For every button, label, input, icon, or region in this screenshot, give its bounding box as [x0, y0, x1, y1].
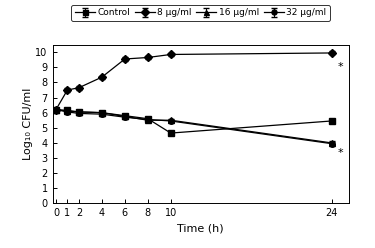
Y-axis label: Log₁₀ CFU/ml: Log₁₀ CFU/ml [22, 88, 33, 160]
Legend: Control, 8 μg/ml, 16 μg/ml, 32 μg/ml: Control, 8 μg/ml, 16 μg/ml, 32 μg/ml [71, 5, 330, 21]
X-axis label: Time (h): Time (h) [177, 224, 224, 234]
Text: *: * [337, 62, 343, 72]
Text: *: * [337, 149, 343, 158]
